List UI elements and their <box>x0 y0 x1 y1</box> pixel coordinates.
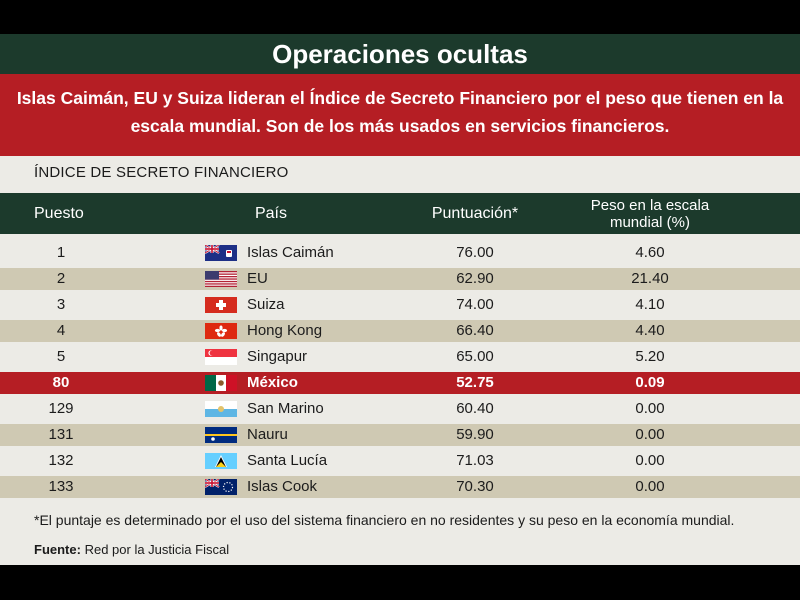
cell-puntuacion: 59.90 <box>456 426 494 443</box>
table-row: 131 Nauru 59.90 0.00 <box>0 424 800 446</box>
cell-pais: Islas Cook <box>247 478 318 495</box>
nauru-flag-icon <box>205 427 237 443</box>
san-marino-flag-icon <box>205 401 237 417</box>
cell-puntuacion: 74.00 <box>456 296 494 313</box>
header-peso: Peso en la escala mundial (%) <box>580 193 720 234</box>
cell-pais: EU <box>247 270 268 287</box>
table-row: 132 Santa Lucía 71.03 0.00 <box>0 450 800 472</box>
cell-peso: 0.00 <box>635 478 665 495</box>
saint-lucia-flag-icon <box>205 453 237 469</box>
cell-peso: 4.40 <box>635 322 665 339</box>
cell-puesto: 129 <box>48 400 74 417</box>
cell-puntuacion: 76.00 <box>456 244 494 261</box>
header-pais: País <box>254 204 287 222</box>
subtitle-line-2: escala mundial. Son de los más usados en… <box>130 116 670 136</box>
table-row-highlighted: 80 México 52.75 0.09 <box>0 372 800 394</box>
page-title: Operaciones ocultas <box>0 34 800 74</box>
cell-peso: 0.09 <box>635 374 665 391</box>
cell-puesto: 3 <box>56 296 66 313</box>
hong-kong-flag-icon <box>205 323 237 339</box>
table-row: 129 San Marino 60.40 0.00 <box>0 398 800 420</box>
subtitle: Islas Caimán, EU y Suiza lideran el Índi… <box>0 74 800 156</box>
cell-puesto: 131 <box>48 426 74 443</box>
table-row: 4 Hong Kong 66.40 4.40 <box>0 320 800 342</box>
cell-peso: 0.00 <box>635 426 665 443</box>
cell-puntuacion: 71.03 <box>456 452 494 469</box>
cell-pais: México <box>247 374 298 391</box>
cell-puesto: 4 <box>56 322 66 339</box>
cell-puesto: 2 <box>56 270 66 287</box>
usa-flag-icon <box>205 271 237 287</box>
header-puntuacion: Puntuación* <box>431 204 519 222</box>
cell-pais: Santa Lucía <box>247 452 328 469</box>
cell-puesto: 5 <box>56 348 66 365</box>
table-row: 3 Suiza 74.00 4.10 <box>0 294 800 316</box>
table-row: 133 Islas Cook 70.30 0.00 <box>0 476 800 498</box>
cell-puntuacion: 60.40 <box>456 400 494 417</box>
cell-pais: San Marino <box>247 400 324 417</box>
cell-puesto: 133 <box>48 478 74 495</box>
cayman-islands-flag-icon <box>205 245 237 261</box>
header-puesto: Puesto <box>34 204 84 222</box>
source-text: Red por la Justicia Fiscal <box>84 542 230 557</box>
table-header: Puesto País Puntuación* Peso en la escal… <box>0 193 800 234</box>
table-row: 2 EU 62.90 21.40 <box>0 268 800 290</box>
infographic-panel: Operaciones ocultas Islas Caimán, EU y S… <box>0 34 800 565</box>
switzerland-flag-icon <box>205 297 237 313</box>
cell-peso: 4.60 <box>635 244 665 261</box>
header-peso-line-2: mundial (%) <box>609 213 690 231</box>
cell-puntuacion: 66.40 <box>456 322 494 339</box>
source-label: Fuente: <box>34 542 81 557</box>
table-row: 5 Singapur 65.00 5.20 <box>0 346 800 368</box>
cell-peso: 0.00 <box>635 452 665 469</box>
cell-pais: Nauru <box>247 426 288 443</box>
singapore-flag-icon <box>205 349 237 365</box>
cell-puntuacion: 52.75 <box>456 374 494 391</box>
subtitle-line-1: Islas Caimán, EU y Suiza lideran el Índi… <box>16 88 784 108</box>
cell-peso: 5.20 <box>635 348 665 365</box>
header-peso-line-1: Peso en la escala <box>590 196 710 214</box>
cell-peso: 0.00 <box>635 400 665 417</box>
cell-puesto: 80 <box>52 374 70 391</box>
cell-puesto: 132 <box>48 452 74 469</box>
cell-peso: 4.10 <box>635 296 665 313</box>
mexico-flag-icon <box>205 375 237 391</box>
cell-puntuacion: 65.00 <box>456 348 494 365</box>
cell-pais: Islas Caimán <box>247 244 334 261</box>
cell-puesto: 1 <box>56 244 66 261</box>
cell-pais: Hong Kong <box>247 322 323 339</box>
cell-pais: Suiza <box>247 296 285 313</box>
cell-puntuacion: 62.90 <box>456 270 494 287</box>
footnote: *El puntaje es determinado por el uso de… <box>34 512 735 528</box>
cell-puntuacion: 70.30 <box>456 478 494 495</box>
cell-pais: Singapur <box>247 348 308 365</box>
source-line: Fuente: Red por la Justicia Fiscal <box>34 542 229 557</box>
cell-peso: 21.40 <box>631 270 669 287</box>
cook-islands-flag-icon <box>205 479 237 495</box>
table-row: 1 Islas Caimán 76.00 4.60 <box>0 242 800 264</box>
index-label: ÍNDICE DE SECRETO FINANCIERO <box>34 164 289 181</box>
